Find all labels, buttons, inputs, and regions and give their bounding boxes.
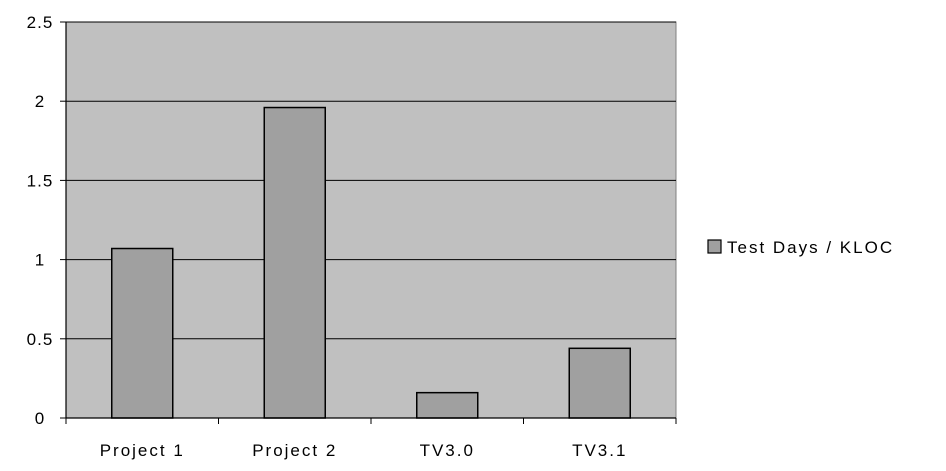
y-tick-labels: 0 0.5 1 1.5 2 2.5: [27, 13, 54, 428]
y-tick-label: 2: [35, 92, 45, 111]
y-tick-label: 1.5: [27, 171, 54, 190]
axes: [60, 21, 677, 424]
bar-project-1: [111, 247, 174, 419]
bar-tv3-0: [416, 391, 479, 419]
x-tick-label: Project 2: [252, 441, 337, 460]
x-tick-label: TV3.1: [572, 441, 627, 460]
x-tick-labels: Project 1 Project 2 TV3.0 TV3.1: [100, 441, 627, 460]
legend-label: Test Days / KLOC: [727, 238, 894, 257]
y-tick-label: 0.5: [27, 330, 54, 349]
bar-project-2: [263, 106, 326, 419]
legend: Test Days / KLOC: [707, 238, 894, 257]
x-tick-label: TV3.0: [420, 441, 475, 460]
x-tick-label: Project 1: [100, 441, 185, 460]
legend-swatch: [707, 239, 722, 254]
y-tick-label: 2.5: [27, 13, 54, 32]
y-tick-label: 0: [35, 409, 45, 428]
bars: [111, 106, 631, 419]
y-tick-label: 1: [35, 251, 45, 270]
bar-tv3-1: [568, 347, 631, 419]
